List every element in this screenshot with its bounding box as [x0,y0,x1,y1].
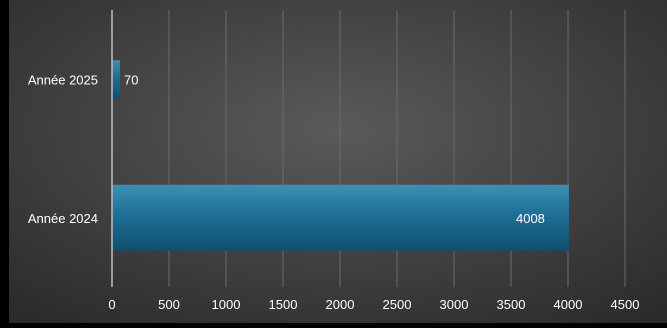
y-category-label: Année 2024 [28,211,98,226]
bars [112,60,569,251]
bar [112,60,120,99]
x-tick-label: 4500 [611,297,640,312]
chart-background [9,0,667,323]
bar [112,184,569,251]
labels: 0 500 1000 1500 2000 2500 3000 3500 4000 4500 Anné… [28,72,640,312]
x-tick-label: 1500 [269,297,298,312]
x-tick-label: 1000 [212,297,241,312]
x-tick-label: 2000 [326,297,355,312]
x-tick-label: 3000 [440,297,469,312]
data-label: 4008 [516,211,545,226]
x-tick-label: 4000 [554,297,583,312]
x-tick-label: 3500 [497,297,526,312]
x-tick-label: 500 [158,297,180,312]
x-tick-label: 0 [108,297,115,312]
y-category-label: Année 2025 [28,72,98,87]
data-label: 70 [124,72,138,87]
x-tick-label: 2500 [383,297,412,312]
